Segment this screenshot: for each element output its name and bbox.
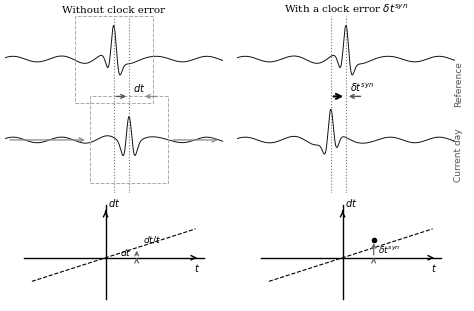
Text: $dt$: $dt$ bbox=[108, 197, 120, 209]
Text: $dt$: $dt$ bbox=[133, 82, 146, 94]
Title: With a clock error $\delta t^{syn}$: With a clock error $\delta t^{syn}$ bbox=[284, 2, 408, 15]
Text: $dt$: $dt$ bbox=[120, 247, 132, 258]
Bar bbox=[90, 96, 168, 183]
Bar bbox=[74, 16, 153, 103]
Title: Without clock error: Without clock error bbox=[62, 6, 165, 15]
Text: $t$: $t$ bbox=[194, 262, 201, 274]
Text: $t$: $t$ bbox=[431, 262, 438, 274]
Text: Current day: Current day bbox=[455, 129, 463, 182]
Text: $\delta t^{syn}$: $\delta t^{syn}$ bbox=[378, 244, 400, 255]
Text: Reference: Reference bbox=[455, 61, 463, 107]
Text: $\delta t^{syn}$: $\delta t^{syn}$ bbox=[350, 81, 374, 94]
Text: $dt$: $dt$ bbox=[345, 197, 357, 209]
Text: $dt/t$: $dt/t$ bbox=[143, 234, 161, 245]
